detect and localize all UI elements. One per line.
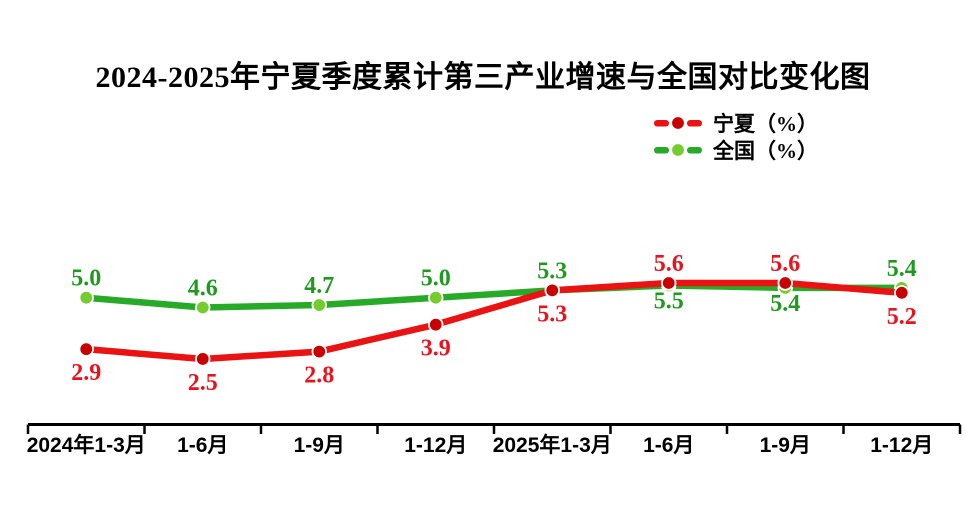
ningxia-marker (78, 341, 94, 357)
ningxia-value-label: 2.8 (304, 363, 334, 389)
national-marker (428, 290, 444, 306)
national-value-label: 4.7 (304, 273, 334, 299)
national-value-label: 5.3 (537, 258, 567, 284)
ningxia-value-label: 3.9 (421, 336, 451, 362)
national-legend-marker-icon (654, 143, 702, 157)
x-axis-label: 1-9月 (760, 434, 811, 457)
national-marker (311, 297, 327, 313)
national-line (83, 282, 905, 311)
ningxia-value-label: 5.6 (770, 251, 800, 277)
ningxia-value-label: 2.9 (71, 360, 101, 386)
x-axis-label: 1-6月 (177, 434, 228, 457)
x-axis-label: 2024年1-3月 (27, 433, 146, 457)
x-axis-label: 1-6月 (643, 434, 694, 457)
x-axis-label: 1-12月 (870, 434, 933, 457)
legend-item-ningxia: 宁夏（%） (654, 112, 818, 136)
ningxia-marker (894, 285, 910, 301)
ningxia-value-label: 5.3 (537, 301, 567, 327)
national-value-label: 5.4 (770, 291, 800, 317)
ningxia-marker (311, 343, 327, 360)
legend-item-national: 全国（%） (654, 139, 818, 163)
legend-label-ningxia: 宁夏（%） (713, 112, 818, 136)
national-value-label: 5.5 (654, 288, 684, 314)
ningxia-marker (661, 275, 677, 291)
ningxia-marker (544, 282, 560, 299)
national-marker (78, 290, 94, 306)
national-value-label: 5.0 (421, 266, 451, 292)
national-marker (195, 299, 211, 316)
legend: 宁夏（%） 全国（%） (654, 112, 818, 163)
ningxia-marker (777, 275, 793, 291)
x-axis-label: 1-9月 (294, 434, 345, 457)
legend-label-national: 全国（%） (713, 139, 818, 163)
x-axis-label: 2025年1-3月 (493, 433, 612, 457)
ningxia-marker (428, 316, 444, 333)
national-value-label: 4.6 (188, 276, 218, 302)
ningxia-line (83, 279, 905, 363)
x-axis-label: 1-12月 (404, 434, 467, 457)
ningxia-value-label: 5.2 (887, 304, 917, 330)
national-value-label: 5.4 (887, 256, 917, 282)
national-value-label: 5.0 (71, 266, 101, 292)
ningxia-marker (195, 351, 211, 367)
ningxia-legend-marker-icon (654, 116, 702, 130)
ningxia-value-label: 5.6 (654, 251, 684, 277)
chart-title: 2024-2025年宁夏季度累计第三产业增速与全国对比变化图 (95, 61, 871, 94)
ningxia-value-label: 2.5 (188, 370, 218, 396)
